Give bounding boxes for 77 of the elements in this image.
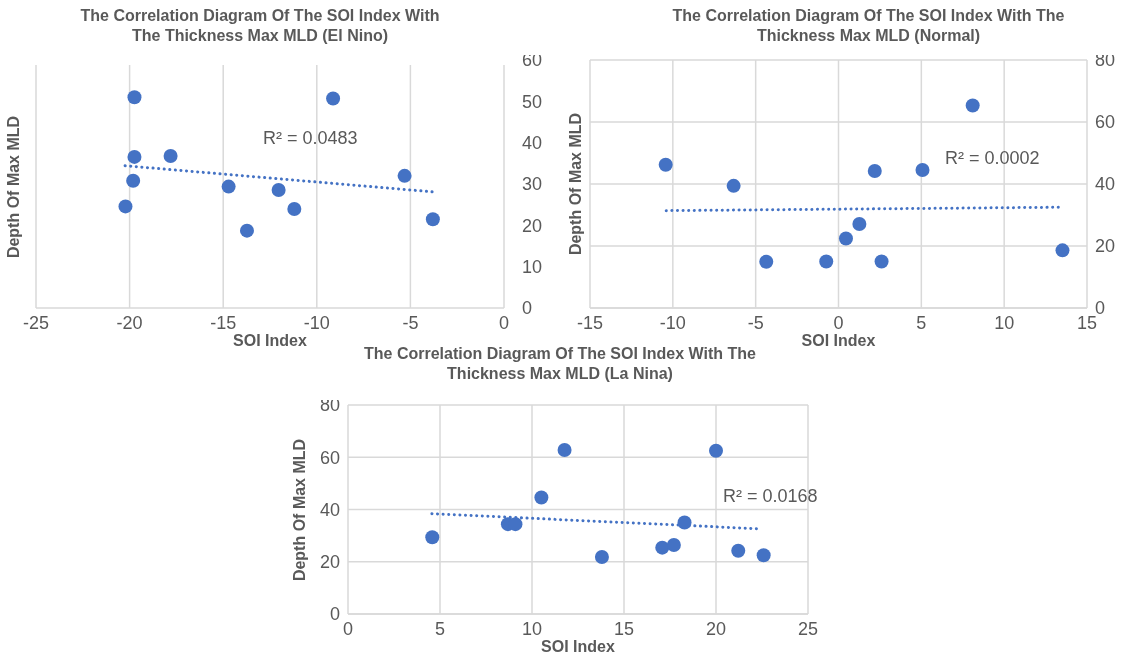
- y-tick-label: 60: [319, 447, 340, 468]
- point: [731, 543, 746, 558]
- point: [759, 254, 774, 269]
- point: [594, 550, 609, 565]
- point: [287, 201, 302, 216]
- point: [126, 173, 141, 188]
- chart-title: The Correlation Diagram Of The SOI Index With The Thickness Max MLD (La Nina): [363, 344, 757, 384]
- point: [534, 490, 549, 505]
- y-tick-label: 20: [319, 552, 340, 573]
- point: [819, 254, 834, 269]
- y-tick-label: 20: [522, 215, 543, 236]
- point: [915, 163, 930, 178]
- point: [874, 254, 889, 269]
- x-tick-label: -10: [659, 312, 686, 333]
- annotation: R² = 0.0002: [945, 148, 1040, 169]
- x-tick-label: 5: [434, 618, 446, 639]
- point: [326, 91, 341, 106]
- annotation: R² = 0.0168: [723, 486, 818, 507]
- point: [163, 149, 178, 164]
- point: [867, 163, 882, 178]
- point: [677, 515, 692, 530]
- x-tick-label: 20: [705, 618, 727, 639]
- y-tick-label: 30: [522, 174, 543, 195]
- y-tick-label: 10: [522, 257, 543, 278]
- x-tick-label: 15: [613, 618, 635, 639]
- y2-tick-label: 20: [1095, 236, 1116, 257]
- x-axis-title: SOI Index: [801, 332, 876, 349]
- y-tick-label: 0: [329, 604, 340, 625]
- point: [239, 223, 254, 238]
- y2-tick-label: 40: [1095, 174, 1116, 195]
- point: [838, 231, 853, 246]
- point: [118, 199, 133, 214]
- point: [666, 538, 681, 553]
- point: [397, 168, 412, 183]
- x-tick-label: 5: [916, 312, 927, 333]
- point: [127, 149, 142, 164]
- x-tick-label: 0: [833, 312, 844, 333]
- point: [557, 442, 572, 457]
- x-tick-label: 0: [342, 618, 354, 639]
- point: [658, 157, 673, 172]
- x-tick-label: -15: [576, 312, 604, 333]
- x-axis-title: SOI Index: [233, 332, 307, 349]
- point: [756, 548, 771, 563]
- y2-tick-label: 60: [1095, 112, 1116, 133]
- x-tick-label: -5: [747, 312, 764, 333]
- chart-title: The Correlation Diagram Of The SOI Index With The Thickness Max MLD (Normal): [671, 6, 1066, 46]
- x-tick-label: 25: [797, 618, 819, 639]
- y-axis-title: Depth Of Max MLD: [566, 111, 585, 258]
- point: [709, 443, 723, 458]
- x-tick-label: -20: [116, 312, 143, 333]
- point: [1055, 243, 1070, 258]
- y-axis-title: Depth Of Max MLD: [290, 437, 309, 583]
- y-tick-label: 0: [522, 298, 533, 319]
- x-tick-label: 10: [994, 312, 1015, 333]
- y-tick-label: 40: [319, 499, 340, 520]
- x-tick-label: -15: [210, 312, 237, 333]
- chart-title: The Correlation Diagram Of The SOI Index With The Thickness Max MLD (El Nino): [80, 6, 440, 46]
- y2-tick-label: 0: [1095, 298, 1106, 319]
- x-tick-label: -25: [22, 312, 50, 333]
- y-tick-label: 50: [522, 91, 543, 112]
- x-tick-label: -10: [303, 312, 330, 333]
- point: [655, 540, 670, 555]
- point: [965, 98, 980, 113]
- point: [425, 212, 440, 227]
- point: [852, 216, 867, 231]
- y-axis-title: Depth Of Max MLD: [4, 114, 23, 260]
- annotation: R² = 0.0483: [263, 128, 358, 149]
- x-tick-label: 15: [1076, 312, 1098, 333]
- point: [271, 182, 286, 197]
- x-tick-label: 0: [498, 312, 510, 333]
- point: [425, 530, 440, 545]
- x-tick-label: -5: [402, 312, 419, 333]
- point: [127, 90, 142, 105]
- y-tick-label: 40: [522, 133, 543, 154]
- point: [221, 179, 236, 194]
- point: [726, 178, 741, 193]
- x-axis-title: SOI Index: [540, 638, 616, 656]
